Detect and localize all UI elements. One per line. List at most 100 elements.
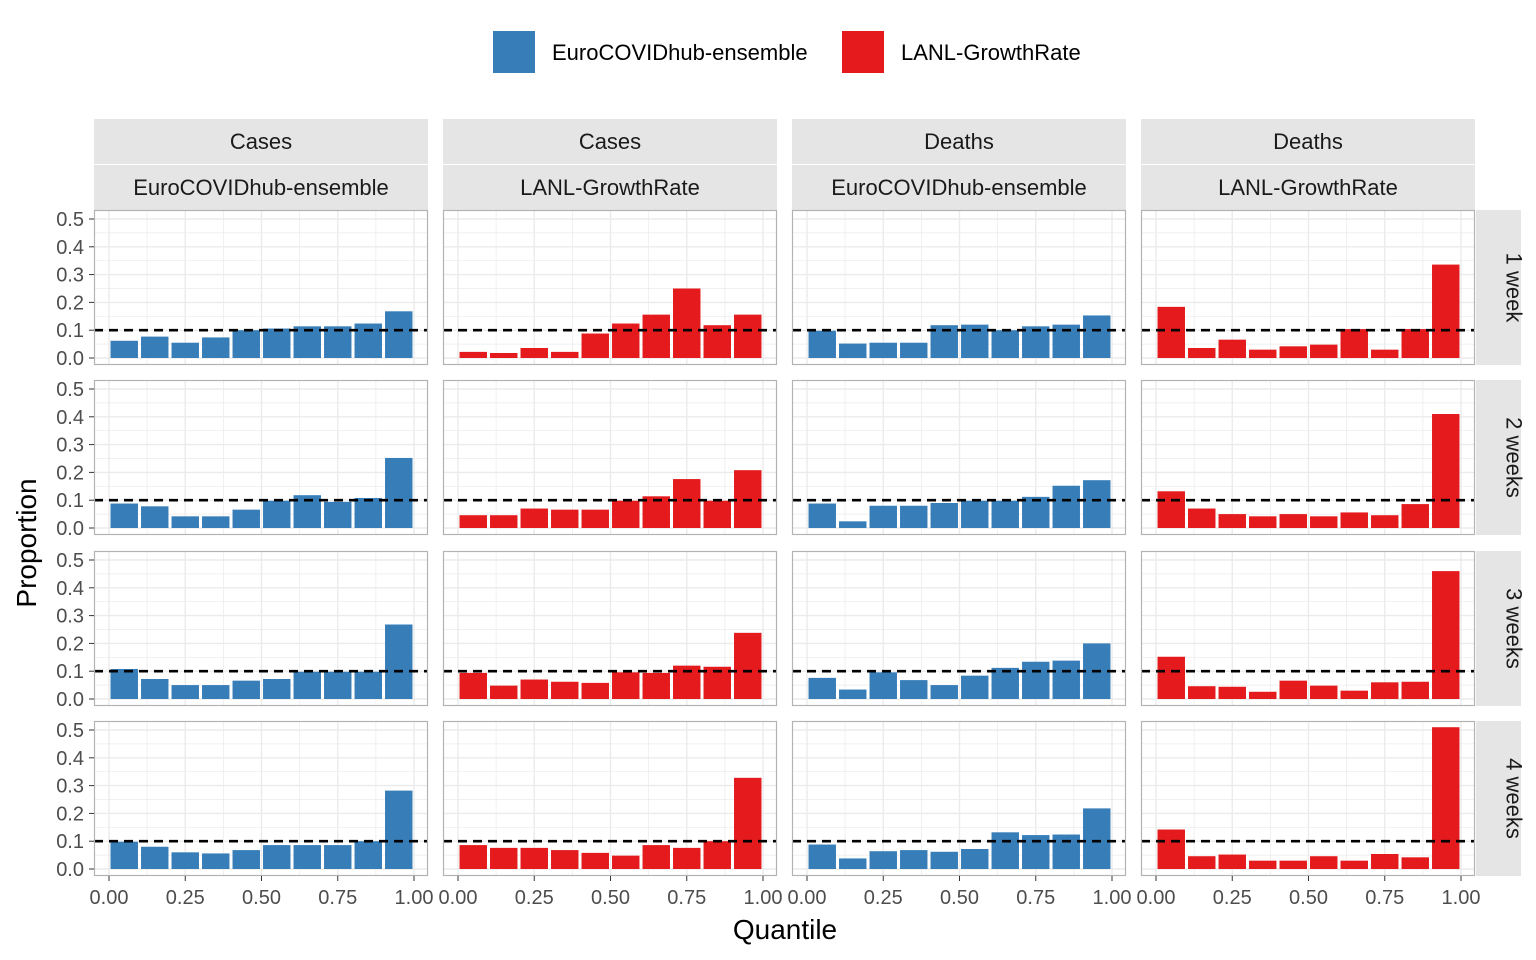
histogram-bar [1188, 508, 1216, 528]
histogram-bar [930, 502, 958, 528]
histogram-bar [1218, 514, 1246, 528]
panel-border [791, 550, 1127, 707]
histogram-bar [1218, 686, 1246, 699]
histogram-bar [869, 851, 897, 869]
x-tick-label: 0.00 [90, 887, 129, 909]
histogram-bar [551, 509, 579, 528]
facet-panel: 0.00 0.25 0.50 0.75 1.00 [1137, 720, 1481, 909]
y-tick-label: 0.3 [56, 606, 84, 628]
histogram-bar [1310, 685, 1338, 699]
histogram-bar [991, 832, 1019, 869]
histogram-bar [520, 347, 548, 358]
histogram-bar [581, 852, 609, 869]
x-tick-label: 0.25 [864, 887, 903, 909]
facet-panel [1140, 209, 1476, 366]
histogram-bar [673, 847, 701, 869]
histogram-bar [551, 681, 579, 699]
y-tick-label: 0.0 [56, 859, 84, 881]
y-tick-label: 0.1 [56, 320, 84, 342]
histogram-bar [385, 311, 413, 358]
histogram-bar [839, 689, 867, 699]
y-tick-label: 0.1 [56, 661, 84, 683]
y-tick-label: 0.3 [56, 265, 84, 287]
histogram-bar [1157, 306, 1185, 358]
histogram-bar [1249, 691, 1277, 699]
histogram-bar [734, 632, 762, 699]
histogram-bar [202, 337, 230, 358]
histogram-bar [110, 841, 138, 869]
facet-panel: 0.00 0.25 0.50 0.75 1.00 [439, 720, 783, 909]
histogram-bar [232, 850, 260, 869]
histogram-bar [1340, 512, 1368, 528]
histogram-bar [141, 336, 169, 358]
facet-strip-horizon-label: 4 weeks [1502, 758, 1527, 839]
x-tick-label: 0.50 [1289, 887, 1328, 909]
histogram-bar [900, 342, 928, 358]
histogram-bar [385, 624, 413, 699]
histogram-bar [1022, 496, 1050, 528]
panel-border [442, 720, 778, 877]
facet-panels: Cases EuroCOVIDhub-ensemble Cases LANL-Grow… [56, 119, 1527, 909]
histogram-bar [324, 326, 352, 358]
histogram-bar [263, 500, 291, 528]
x-tick-label: 1.00 [1442, 887, 1481, 909]
legend-swatch-lanl [842, 31, 884, 73]
histogram-bar [1218, 339, 1246, 358]
histogram-bar [354, 323, 382, 358]
facet-panel: 0.0 0.1 0.2 0.3 0.4 0.5 [56, 379, 429, 540]
histogram-bar [1371, 853, 1399, 869]
histogram-bar [1188, 686, 1216, 699]
panel-border [93, 379, 429, 536]
facet-strip-horizon [1476, 721, 1521, 876]
x-tick-label: 0.75 [1365, 887, 1404, 909]
panel-border [791, 209, 1127, 366]
panel-border [1140, 379, 1476, 536]
histogram-bar [141, 846, 169, 869]
panel-border [1140, 720, 1476, 877]
histogram-bar [520, 847, 548, 869]
histogram-bar [869, 672, 897, 699]
histogram-bar [490, 847, 518, 869]
x-tick-label: 0.00 [1137, 887, 1176, 909]
histogram-bar [1401, 681, 1429, 699]
y-tick-label: 0.0 [56, 518, 84, 540]
histogram-bar [490, 515, 518, 528]
histogram-bar [293, 671, 321, 699]
y-tick-label: 0.0 [56, 348, 84, 370]
histogram-bar [1340, 860, 1368, 869]
histogram-bar [1432, 571, 1460, 699]
histogram-bar [354, 841, 382, 869]
histogram-bar [263, 845, 291, 869]
histogram-bar [900, 505, 928, 528]
facet-panel [791, 209, 1127, 366]
histogram-bar [141, 506, 169, 528]
x-tick-label: 1.00 [395, 887, 434, 909]
histogram-bar [839, 343, 867, 358]
histogram-bar [1188, 347, 1216, 358]
facet-strip-model-label: EuroCOVIDhub-ensemble [133, 175, 389, 200]
histogram-bar [869, 342, 897, 358]
histogram-bar [263, 678, 291, 699]
histogram-bar [202, 685, 230, 699]
histogram-bar [703, 841, 731, 869]
histogram-bar [961, 675, 989, 699]
histogram-bar [581, 682, 609, 699]
facet-strip-horizon [1476, 380, 1521, 535]
histogram-bar [1157, 656, 1185, 699]
legend-label-lanl: LANL-GrowthRate [901, 40, 1081, 65]
histogram-bar [703, 500, 731, 528]
facet-panel: 0.0 0.1 0.2 0.3 0.4 0.5 0.00 0.25 0.50 0.75 1.00 [56, 720, 433, 909]
y-tick-label: 0.2 [56, 803, 84, 825]
facet-panel: 0.00 0.25 0.50 0.75 1.00 [788, 720, 1131, 909]
histogram-bar [520, 508, 548, 528]
histogram-bar [612, 855, 640, 869]
histogram-bar [673, 479, 701, 528]
histogram-bar [354, 497, 382, 528]
y-tick-label: 0.2 [56, 633, 84, 655]
histogram-bar [1340, 690, 1368, 699]
histogram-bar [734, 314, 762, 358]
histogram-bar [642, 672, 670, 699]
y-tick-label: 0.4 [56, 407, 84, 429]
histogram-bar [1188, 856, 1216, 869]
x-tick-label: 1.00 [744, 887, 783, 909]
